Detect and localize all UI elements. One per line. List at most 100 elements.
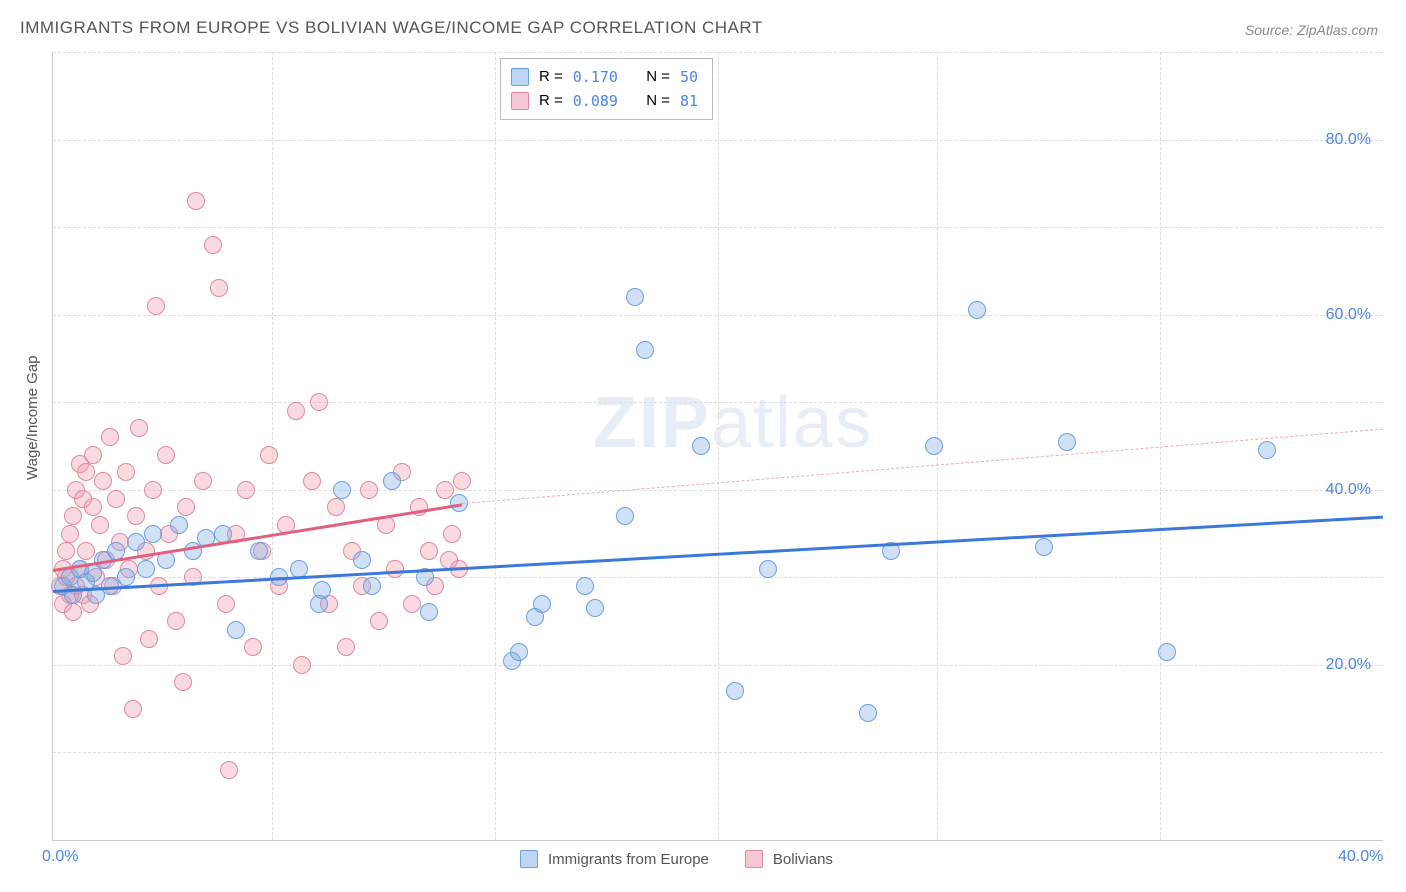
data-point-bolivians	[293, 656, 311, 674]
data-point-bolivians	[327, 498, 345, 516]
n-label: N =	[646, 89, 670, 113]
r-value-bolivians: 0.089	[573, 89, 618, 113]
correlation-stats-box: R = 0.170 N = 50 R = 0.089 N = 81	[500, 58, 713, 120]
data-point-europe	[117, 568, 135, 586]
data-point-bolivians	[310, 393, 328, 411]
data-point-europe	[144, 525, 162, 543]
data-point-europe	[420, 603, 438, 621]
data-point-bolivians	[130, 419, 148, 437]
gridline-vertical	[718, 52, 719, 840]
data-point-bolivians	[220, 761, 238, 779]
data-point-bolivians	[167, 612, 185, 630]
x-tick-min: 0.0%	[42, 848, 78, 866]
legend-swatch-bolivians-icon	[745, 850, 763, 868]
y-tick-label: 40.0%	[1326, 481, 1371, 499]
data-point-bolivians	[187, 192, 205, 210]
data-point-bolivians	[57, 542, 75, 560]
data-point-europe	[692, 437, 710, 455]
data-point-bolivians	[337, 638, 355, 656]
y-tick-label: 20.0%	[1326, 656, 1371, 674]
data-point-bolivians	[64, 507, 82, 525]
n-value-bolivians: 81	[680, 89, 698, 113]
data-point-europe	[1158, 643, 1176, 661]
data-point-europe	[1058, 433, 1076, 451]
data-point-bolivians	[77, 542, 95, 560]
data-point-europe	[170, 516, 188, 534]
data-point-bolivians	[204, 236, 222, 254]
data-point-europe	[859, 704, 877, 722]
watermark: ZIPatlas	[593, 382, 873, 464]
legend-label-bolivians: Bolivians	[773, 851, 833, 868]
data-point-bolivians	[77, 463, 95, 481]
data-point-bolivians	[147, 297, 165, 315]
data-point-bolivians	[144, 481, 162, 499]
plot-area: ZIPatlas 20.0% 40.0% 60.0% 80.0%	[52, 52, 1383, 841]
data-point-europe	[333, 481, 351, 499]
data-point-bolivians	[107, 490, 125, 508]
data-point-europe	[313, 581, 331, 599]
data-point-europe	[250, 542, 268, 560]
legend-swatch-europe-icon	[520, 850, 538, 868]
data-point-europe	[626, 288, 644, 306]
data-point-bolivians	[157, 446, 175, 464]
data-point-bolivians	[127, 507, 145, 525]
data-point-bolivians	[140, 630, 158, 648]
data-point-bolivians	[91, 516, 109, 534]
legend-label-europe: Immigrants from Europe	[548, 851, 709, 868]
data-point-europe	[353, 551, 371, 569]
data-point-bolivians	[84, 498, 102, 516]
data-point-bolivians	[260, 446, 278, 464]
data-point-bolivians	[177, 498, 195, 516]
data-point-bolivians	[101, 428, 119, 446]
data-point-europe	[636, 341, 654, 359]
data-point-bolivians	[94, 472, 112, 490]
data-point-europe	[616, 507, 634, 525]
data-point-bolivians	[124, 700, 142, 718]
n-value-europe: 50	[680, 65, 698, 89]
data-point-bolivians	[217, 595, 235, 613]
data-point-bolivians	[386, 560, 404, 578]
data-point-bolivians	[174, 673, 192, 691]
data-point-europe	[383, 472, 401, 490]
data-point-bolivians	[244, 638, 262, 656]
chart-title: IMMIGRANTS FROM EUROPE VS BOLIVIAN WAGE/…	[20, 18, 763, 38]
swatch-bolivians-icon	[511, 92, 529, 110]
n-label: N =	[646, 65, 670, 89]
bottom-legend: Immigrants from Europe Bolivians	[520, 850, 833, 868]
data-point-europe	[726, 682, 744, 700]
data-point-europe	[363, 577, 381, 595]
data-point-europe	[533, 595, 551, 613]
data-point-bolivians	[360, 481, 378, 499]
data-point-bolivians	[117, 463, 135, 481]
data-point-europe	[925, 437, 943, 455]
stats-row-bolivians: R = 0.089 N = 81	[511, 89, 698, 113]
data-point-europe	[1258, 441, 1276, 459]
gridline-vertical	[495, 52, 496, 840]
data-point-europe	[1035, 538, 1053, 556]
data-point-bolivians	[453, 472, 471, 490]
data-point-bolivians	[370, 612, 388, 630]
trend-line	[462, 428, 1383, 503]
data-point-bolivians	[237, 481, 255, 499]
y-tick-label: 60.0%	[1326, 306, 1371, 324]
data-point-europe	[586, 599, 604, 617]
x-tick-max: 40.0%	[1338, 848, 1383, 866]
data-point-europe	[137, 560, 155, 578]
r-value-europe: 0.170	[573, 65, 618, 89]
y-axis-label: Wage/Income Gap	[24, 355, 41, 480]
swatch-europe-icon	[511, 68, 529, 86]
stats-row-europe: R = 0.170 N = 50	[511, 65, 698, 89]
data-point-europe	[968, 301, 986, 319]
r-label: R =	[539, 65, 563, 89]
data-point-bolivians	[114, 647, 132, 665]
data-point-europe	[127, 533, 145, 551]
data-point-bolivians	[194, 472, 212, 490]
data-point-europe	[227, 621, 245, 639]
y-tick-label: 80.0%	[1326, 131, 1371, 149]
data-point-bolivians	[287, 402, 305, 420]
data-point-bolivians	[84, 446, 102, 464]
data-point-europe	[510, 643, 528, 661]
data-point-bolivians	[303, 472, 321, 490]
data-point-bolivians	[420, 542, 438, 560]
r-label: R =	[539, 89, 563, 113]
